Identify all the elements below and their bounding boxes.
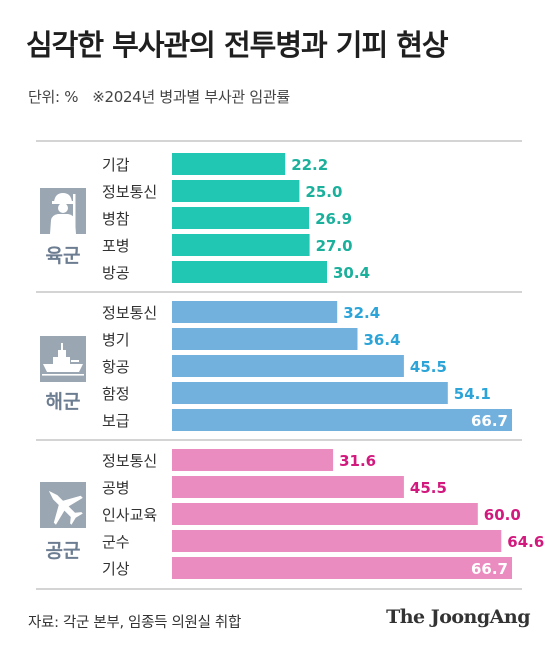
category-label-army: 병참 xyxy=(102,210,130,228)
category-label-airforce: 기상 xyxy=(102,560,130,578)
category-label-navy: 함정 xyxy=(102,385,130,403)
bars-layer: 기갑 22.2 정보통신 25.0 병참 26.9 포병 27.0 방공 30.4 정보통신 32.4… xyxy=(102,153,544,579)
bar-army xyxy=(172,207,310,229)
value-label-army: 22.2 xyxy=(291,156,328,174)
value-label-army: 26.9 xyxy=(315,210,352,228)
bar-navy xyxy=(172,382,448,404)
bar-airforce xyxy=(172,449,334,471)
bar-airforce xyxy=(172,530,502,552)
value-label-airforce: 64.6 xyxy=(507,533,544,551)
category-label-navy: 항공 xyxy=(102,358,130,376)
brand-logo: The JoongAng xyxy=(386,606,530,628)
value-label-army: 25.0 xyxy=(305,183,342,201)
bar-navy xyxy=(172,409,512,431)
subtitle: 단위: % ※2024년 병과별 부사관 임관률 xyxy=(28,86,290,107)
category-label-airforce: 공병 xyxy=(102,479,130,497)
warship-icon xyxy=(40,336,86,382)
bar-navy xyxy=(172,355,404,377)
category-label-army: 방공 xyxy=(102,264,130,282)
unit-label: 단위: % xyxy=(28,88,79,106)
bar-army xyxy=(172,261,327,283)
value-label-navy: 45.5 xyxy=(410,358,447,376)
value-label-navy: 54.1 xyxy=(454,385,491,403)
category-label-navy: 보급 xyxy=(102,412,130,430)
value-label-airforce: 45.5 xyxy=(410,479,447,497)
value-label-airforce: 31.6 xyxy=(339,452,376,470)
category-label-navy: 병기 xyxy=(102,331,130,349)
category-label-army: 정보통신 xyxy=(102,183,157,201)
fighter-jet-icon xyxy=(40,482,86,528)
source-note: 자료: 각군 본부, 임종득 의원실 취합 xyxy=(28,615,241,631)
bar-army xyxy=(172,153,286,175)
page-title: 심각한 부사관의 전투병과 기피 현상 xyxy=(26,28,449,62)
bar-army xyxy=(172,180,300,202)
category-label-airforce: 인사교육 xyxy=(102,506,157,524)
value-label-navy: 32.4 xyxy=(343,304,380,322)
category-label-army: 기갑 xyxy=(102,156,130,174)
bar-airforce xyxy=(172,476,404,498)
bar-navy xyxy=(172,328,358,350)
group-label-airforce: 공군 xyxy=(46,540,81,562)
group-label-army: 육군 xyxy=(46,245,81,267)
bar-airforce xyxy=(172,503,478,525)
value-label-navy: 66.7 xyxy=(471,412,508,430)
value-label-airforce: 60.0 xyxy=(484,506,521,524)
value-label-army: 27.0 xyxy=(316,237,353,255)
bar-airforce xyxy=(172,557,512,579)
category-label-airforce: 군수 xyxy=(102,533,130,551)
value-label-airforce: 66.7 xyxy=(471,560,508,578)
value-label-army: 30.4 xyxy=(333,264,370,282)
value-label-navy: 36.4 xyxy=(364,331,401,349)
category-label-army: 포병 xyxy=(102,237,130,255)
category-label-airforce: 정보통신 xyxy=(102,452,157,470)
soldier-icon xyxy=(40,188,86,234)
bar-navy xyxy=(172,301,338,323)
category-label-navy: 정보통신 xyxy=(102,304,157,322)
subtitle-note: ※2024년 병과별 부사관 임관률 xyxy=(92,88,290,106)
bar-army xyxy=(172,234,310,256)
group-label-navy: 해군 xyxy=(46,391,81,413)
